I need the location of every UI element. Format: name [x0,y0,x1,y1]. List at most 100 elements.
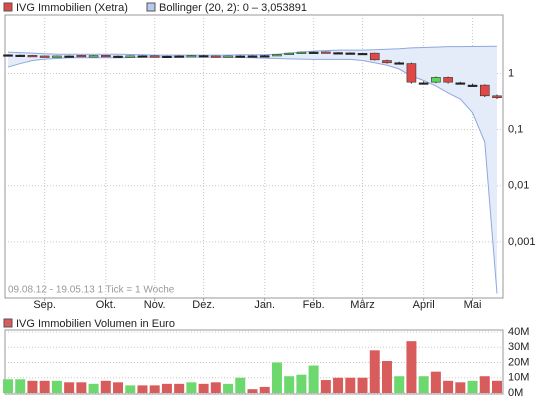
candle-body [272,54,282,57]
candle-body [357,53,368,56]
candle-body [333,52,343,55]
volume-bar [15,379,26,393]
y-tick-label: 0,01 [508,180,529,192]
candle-body [296,51,307,54]
x-tick-label: Mai [464,299,482,311]
volume-bar [345,377,356,393]
candle-body [308,51,319,54]
y-tick-label: 1 [508,67,514,79]
legend-label: Bollinger (20, 2): 0 – 3,053891 [159,2,307,14]
x-tick-label: Nov. [144,299,166,311]
annotation: 09.08.12 - 19.05.13 1 Tick = 1 Woche [8,285,175,296]
candle-body [321,51,331,54]
volume-bar [125,385,136,393]
candle-body [345,52,356,55]
y-tick-label: 0,001 [508,236,536,248]
volume-bar [357,377,368,393]
candle-body [443,77,453,83]
candle-body [382,60,392,64]
y-tick-label: 20M [508,356,529,368]
candle-body [3,54,13,57]
volume-bar [455,382,466,393]
volume-bar [64,382,75,393]
candle-body [235,55,246,58]
candle-body [162,55,172,58]
candle-body [259,55,270,58]
volume-bar [296,374,307,393]
candle-body [64,55,74,58]
candle-body [492,95,502,98]
candle-body [223,55,233,58]
volume-bar [100,380,111,393]
candle-body [186,55,197,58]
candle-body [39,55,50,58]
volume-bar [406,341,417,393]
volume-bar [149,385,160,393]
volume-bar [479,376,490,393]
volume-bar [27,380,38,393]
volume-bar [137,385,148,393]
candle-body [369,52,380,61]
legend-swatch [146,2,156,12]
y-tick-label: 0,1 [508,124,523,136]
volume-bar [284,376,295,393]
candle-body [27,55,38,58]
y-tick-label: 40M [508,326,529,338]
volume-title: IVG Immobilien Volumen in Euro [16,318,175,330]
x-tick-label: März [350,299,374,311]
candle-body [52,55,62,58]
volume-bar [198,383,209,393]
legend-swatch [3,2,13,12]
volume-bar [394,376,405,393]
volume-bar [381,360,392,393]
volume-bar [174,383,185,393]
candle-body [88,55,99,58]
bollinger-upper [7,45,498,56]
volume-bar [320,380,331,393]
volume-bar [418,376,429,393]
candle-body [247,55,258,58]
candle-body [198,55,209,58]
volume-bar [76,382,87,393]
candle-body [15,54,26,57]
candle-body [455,82,466,85]
candle-body [125,55,136,58]
legend-swatch [3,318,13,328]
volume-bar [186,382,197,393]
volume-bar [369,350,380,393]
volume-bar [259,386,270,393]
bollinger-band [8,46,497,294]
volume-bar [113,382,124,393]
volume-bar [51,380,62,393]
volume-bar [88,383,99,393]
y-tick-label: 10M [508,372,529,384]
volume-bar [467,380,478,393]
x-tick-label: Okt. [96,299,116,311]
candle-body [174,55,184,58]
candle-body [431,77,441,83]
candle-body [479,84,490,97]
candle-body [211,55,221,58]
candle-body [284,52,294,55]
volume-bar [271,362,282,393]
volume-bar [333,377,344,393]
volume-bar [492,380,502,393]
legend-label: IVG Immobilien (Xetra) [16,2,128,14]
candle-body [467,84,478,87]
volume-bar [247,389,258,393]
candle-body [76,55,87,58]
volume-bar [223,383,234,393]
candle-body [113,55,123,58]
x-tick-label: Dez. [192,299,215,311]
volume-bar [443,380,454,393]
x-tick-label: Jan. [254,299,275,311]
x-tick-label: Feb. [303,299,325,311]
volume-bar [39,380,50,393]
volume-bar [210,382,221,393]
candle-body [394,62,405,65]
candle-body [406,63,417,83]
volume-bar [3,379,13,393]
x-tick-label: April [413,299,435,311]
volume-bar [235,377,246,393]
